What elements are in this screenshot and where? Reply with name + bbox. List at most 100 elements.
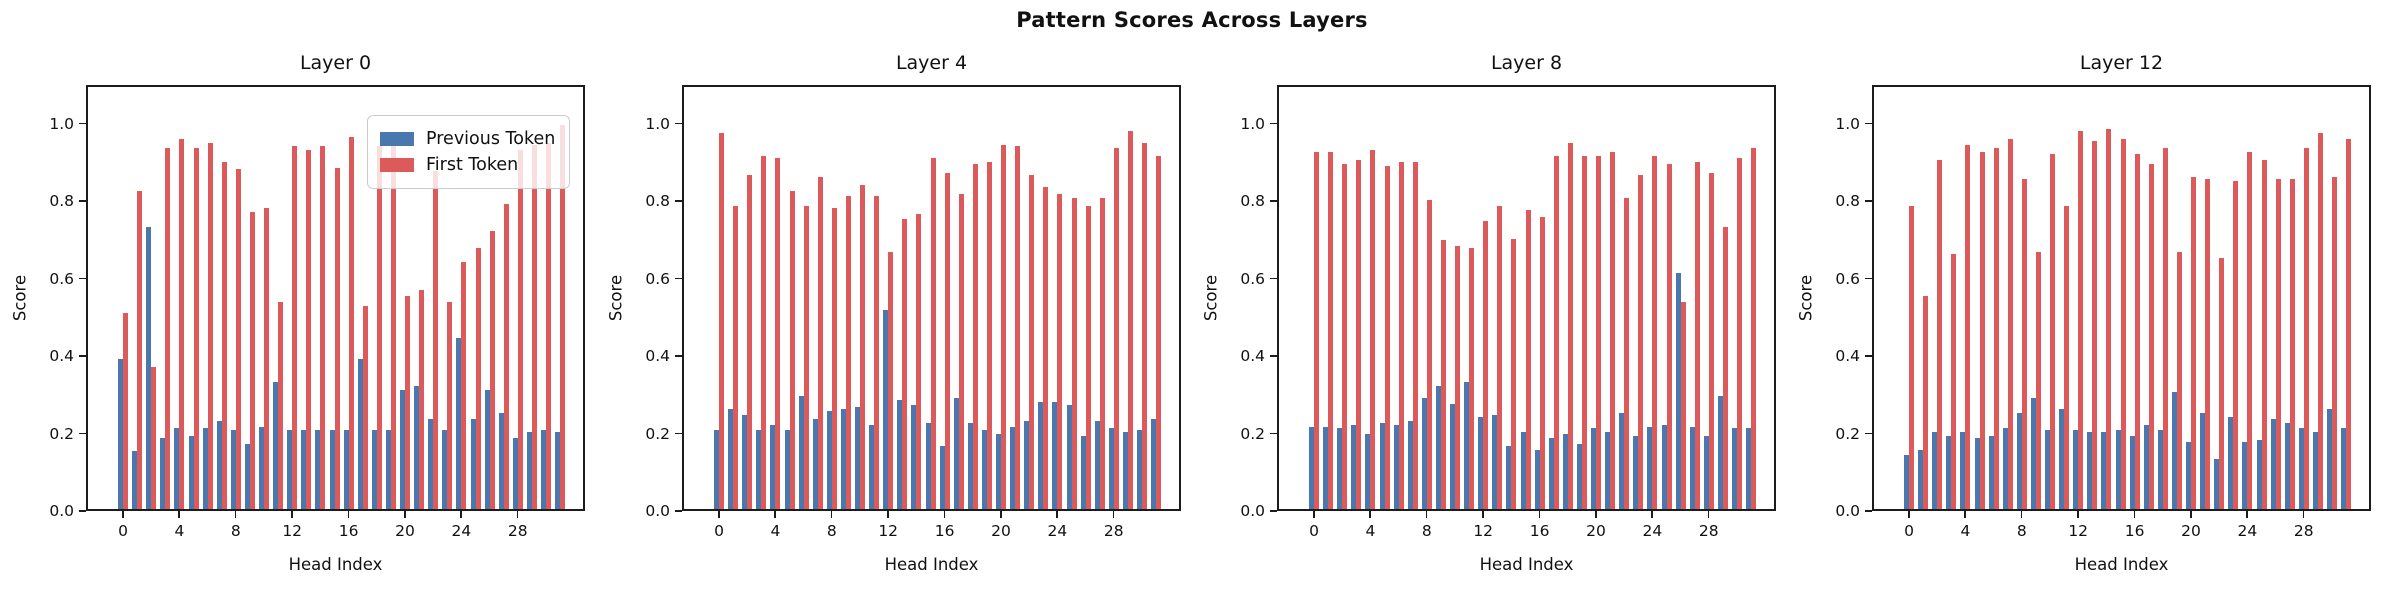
plot-area-layer-12 bbox=[1874, 87, 2369, 509]
x-tick-mark bbox=[347, 511, 350, 518]
bar-previous-token bbox=[400, 390, 405, 509]
bar-first-token bbox=[817, 177, 823, 509]
x-tick-mark bbox=[1369, 511, 1371, 518]
bar-previous-token bbox=[1918, 449, 1924, 509]
bar-previous-token bbox=[2087, 432, 2093, 509]
bar-previous-token bbox=[1151, 418, 1157, 509]
bar-first-token bbox=[1001, 144, 1006, 509]
bar-previous-token bbox=[1661, 424, 1667, 509]
bar-previous-token bbox=[160, 438, 166, 509]
y-tick-mark bbox=[675, 432, 682, 435]
bar-previous-token bbox=[1010, 426, 1016, 509]
y-tick-mark bbox=[675, 355, 682, 357]
y-tick-label: 0.8 bbox=[1240, 192, 1265, 211]
bar-first-token bbox=[1937, 159, 1943, 509]
y-tick-label: 1.0 bbox=[49, 114, 74, 133]
bar-first-token bbox=[461, 261, 467, 509]
bar-previous-token bbox=[357, 359, 363, 509]
bar-previous-token bbox=[259, 426, 264, 509]
bar-first-token bbox=[1127, 131, 1133, 509]
bar-first-token bbox=[1652, 156, 1658, 509]
bar-first-token bbox=[2007, 138, 2013, 509]
x-tick-label: 8 bbox=[2016, 522, 2027, 540]
y-tick-label: 0.2 bbox=[645, 424, 670, 443]
bar-first-token bbox=[193, 148, 199, 509]
bar-previous-token bbox=[1746, 428, 1752, 509]
y-tick-label: 1.0 bbox=[1240, 114, 1265, 133]
bar-previous-token bbox=[1407, 420, 1413, 509]
bar-first-token bbox=[2064, 205, 2070, 509]
x-tick-mark bbox=[2020, 511, 2023, 518]
bar-previous-token bbox=[1904, 455, 1909, 509]
bar-previous-token bbox=[174, 428, 180, 509]
bar-previous-token bbox=[1492, 415, 1498, 509]
subplot-title-layer-0: Layer 0 bbox=[299, 52, 372, 74]
axes-layer-8 bbox=[1277, 85, 1776, 511]
bar-first-token bbox=[376, 146, 382, 509]
bar-first-token bbox=[860, 184, 865, 509]
bar-previous-token bbox=[1393, 424, 1399, 509]
bar-previous-token bbox=[132, 451, 138, 509]
x-tick-mark bbox=[1651, 511, 1653, 518]
bar-previous-token bbox=[1548, 438, 1554, 509]
y-tick-mark bbox=[79, 432, 86, 435]
bar-first-token bbox=[2021, 179, 2027, 509]
x-tick-mark bbox=[887, 511, 889, 518]
y-tick-label: 0.4 bbox=[1240, 347, 1265, 366]
bar-first-token bbox=[1440, 240, 1446, 509]
bar-previous-token bbox=[2171, 392, 2177, 509]
y-tick-mark bbox=[1865, 277, 1872, 280]
bar-first-token bbox=[1737, 157, 1742, 509]
bar-previous-token bbox=[555, 432, 561, 509]
bar-previous-token bbox=[2045, 430, 2050, 509]
bar-previous-token bbox=[855, 407, 860, 509]
y-tick-mark bbox=[1865, 355, 1872, 357]
x-tick-mark bbox=[234, 511, 237, 518]
bar-first-token bbox=[1085, 205, 1091, 509]
x-tick-label: 20 bbox=[395, 522, 415, 540]
bar-previous-token bbox=[273, 382, 279, 509]
bar-previous-token bbox=[1094, 420, 1100, 509]
x-tick-mark bbox=[830, 511, 833, 518]
bar-previous-token bbox=[1932, 432, 1938, 509]
bar-first-token bbox=[1567, 142, 1573, 509]
bar-first-token bbox=[362, 305, 368, 509]
y-tick-label: 0.6 bbox=[1835, 269, 1860, 288]
y-tick-mark bbox=[1270, 200, 1277, 202]
bar-first-token bbox=[1029, 175, 1035, 509]
bar-first-token bbox=[1043, 186, 1049, 509]
y-tick-label: 1.0 bbox=[1835, 114, 1860, 133]
x-tick-mark bbox=[2077, 511, 2079, 518]
bar-first-token bbox=[1525, 209, 1531, 509]
bar-first-token bbox=[1398, 161, 1404, 509]
bar-first-token bbox=[916, 213, 922, 509]
x-tick-label: 28 bbox=[1103, 522, 1124, 540]
bar-previous-token bbox=[2284, 422, 2290, 509]
x-tick-label: 12 bbox=[878, 522, 899, 540]
bar-first-token bbox=[249, 211, 255, 509]
bar-previous-token bbox=[414, 386, 420, 509]
x-tick-label: 20 bbox=[2181, 522, 2201, 540]
bar-previous-token bbox=[939, 445, 945, 509]
bar-previous-token bbox=[911, 405, 917, 509]
bar-first-token bbox=[958, 194, 964, 509]
plot-area-layer-4 bbox=[684, 87, 1179, 509]
bar-first-token bbox=[944, 173, 950, 509]
bar-first-token bbox=[2148, 163, 2154, 509]
bar-first-token bbox=[306, 150, 312, 509]
y-tick-mark bbox=[79, 277, 86, 280]
x-tick-label: 4 bbox=[770, 522, 781, 540]
bar-previous-token bbox=[981, 430, 987, 509]
x-tick-label: 12 bbox=[1473, 522, 1494, 540]
bar-first-token bbox=[546, 142, 551, 509]
bar-previous-token bbox=[1450, 403, 1455, 509]
x-tick-label: 8 bbox=[1421, 522, 1432, 540]
bar-previous-token bbox=[1534, 449, 1540, 509]
bar-first-token bbox=[902, 219, 908, 509]
x-tick-label: 24 bbox=[2237, 522, 2258, 540]
bar-first-token bbox=[2233, 181, 2239, 509]
bar-previous-token bbox=[1591, 428, 1596, 509]
bar-first-token bbox=[2205, 179, 2211, 509]
bar-previous-token bbox=[526, 432, 532, 509]
